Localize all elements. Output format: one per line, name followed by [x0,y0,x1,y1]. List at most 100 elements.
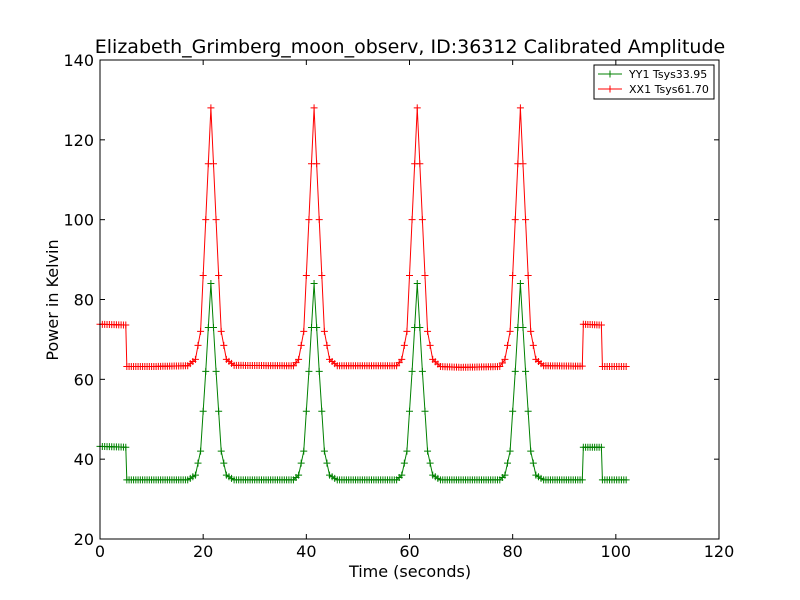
data-point [297,459,305,467]
data-point [212,216,220,224]
data-point [519,323,527,331]
data-point [622,363,630,371]
y-tick-label: 20 [74,530,94,549]
y-tick-label: 100 [63,211,94,230]
x-axis-label: Time (seconds) [348,562,471,581]
data-point [418,216,426,224]
data-point [398,471,406,479]
x-tick-label: 40 [296,542,316,561]
data-point [506,327,514,335]
data-point [191,355,199,363]
data-point [323,459,331,467]
legend: YY1 Tsys33.95 XX1 Tsys61.70 [593,64,715,100]
data-point [506,447,514,455]
data-point [406,407,413,415]
data-point [524,272,532,280]
chart-title: Elizabeth_Grimberg_moon_observ, ID:36312… [95,36,725,58]
y-tick-label: 80 [74,291,94,310]
data-point [310,280,318,288]
data-point [504,341,512,349]
data-point [217,447,225,455]
data-point [217,327,225,335]
data-point [323,341,331,349]
data-point [426,459,434,467]
data-point [416,323,424,331]
data-point [199,272,207,280]
data-point [302,272,310,280]
data-point [504,459,512,467]
data-point [220,341,228,349]
data-point [406,272,413,280]
data-point [194,459,202,467]
x-tick-label: 60 [399,542,419,561]
data-point [215,272,223,280]
data-point [498,359,506,367]
data-point [524,407,532,415]
data-point [413,280,421,288]
data-point [408,367,416,375]
x-tick-label: 100 [601,542,632,561]
data-point [516,104,524,112]
data-point [197,447,205,455]
y-tick-label: 140 [63,51,94,70]
data-point [578,476,586,484]
data-point [305,216,313,224]
data-point [305,367,313,375]
data-point [318,272,326,280]
legend-entry: XX1 Tsys61.70 [629,83,709,96]
data-point [202,367,210,375]
data-point [122,443,130,451]
data-point [212,367,220,375]
y-tick-label: 120 [63,131,94,150]
data-point [302,407,310,415]
data-point [522,367,530,375]
data-point [318,407,326,415]
data-point [519,160,527,168]
data-point [310,104,318,112]
data-point [622,476,630,484]
data-point [313,160,321,168]
data-point [529,459,537,467]
data-point [522,216,530,224]
data-point [421,407,429,415]
data-point [300,447,308,455]
data-point [122,321,130,329]
data-point [207,280,215,288]
x-tick-label: 120 [704,542,735,561]
series-2 [96,104,630,371]
data-point [424,447,432,455]
data-point [400,341,408,349]
data-point [215,407,223,415]
data-point [209,323,217,331]
legend-marker [606,70,614,78]
data-point [400,459,408,467]
legend-box [593,64,715,100]
data-point [421,272,429,280]
data-point [426,341,434,349]
data-point [403,327,411,335]
data-point [511,367,519,375]
data-point [578,362,586,370]
data-point [403,447,411,455]
data-point [398,355,406,363]
data-point [202,216,210,224]
data-point [295,471,303,479]
data-point [511,216,519,224]
data-point [496,363,504,371]
data-point [509,272,517,280]
legend-marker [606,85,614,93]
x-tick-label: 0 [95,542,105,561]
data-point [209,160,217,168]
data-point [315,367,323,375]
data-point [320,447,328,455]
data-point [597,321,605,329]
data-point [320,327,328,335]
plot-frame [99,59,720,540]
data-point [295,355,303,363]
data-point [197,327,205,335]
y-axis-label: Power in Kelvin [43,239,62,360]
data-point [597,443,605,451]
data-point [300,327,308,335]
